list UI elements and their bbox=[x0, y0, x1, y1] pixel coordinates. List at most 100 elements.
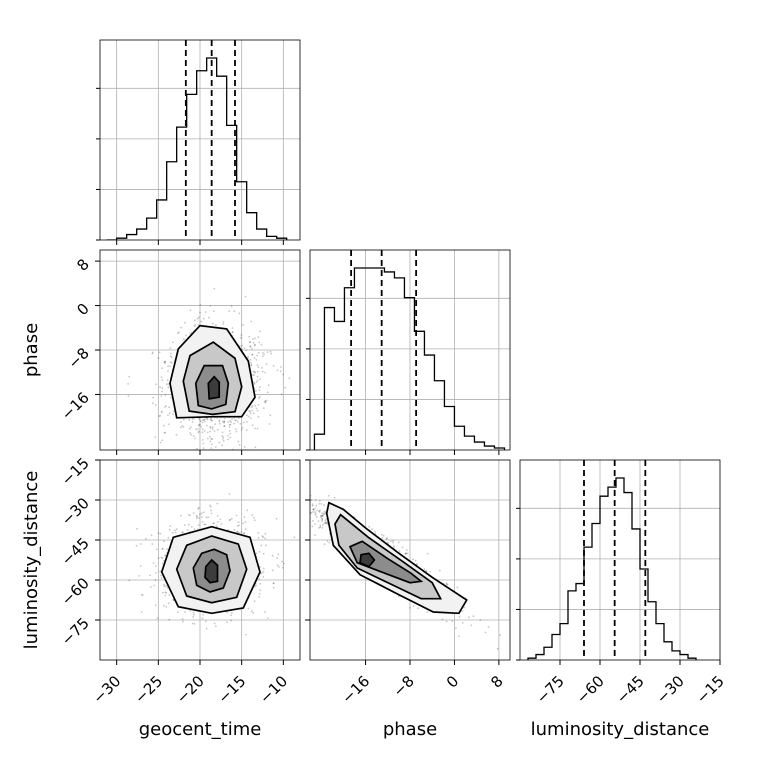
sample-point bbox=[222, 438, 224, 440]
sample-point bbox=[198, 517, 200, 519]
sample-point bbox=[169, 361, 172, 363]
sample-point bbox=[159, 532, 162, 535]
sample-point bbox=[197, 431, 200, 434]
sample-point bbox=[213, 287, 216, 290]
sample-point bbox=[164, 406, 167, 408]
sample-point bbox=[237, 440, 240, 443]
sample-point bbox=[210, 512, 213, 515]
sample-point bbox=[250, 361, 252, 364]
y-axis-label-phase: phase bbox=[21, 323, 42, 377]
x-tick-label-luminosity_distance: −30 bbox=[653, 672, 688, 707]
sample-point bbox=[255, 390, 257, 392]
sample-point bbox=[201, 521, 204, 523]
sample-point bbox=[221, 444, 224, 447]
sample-point bbox=[405, 549, 408, 551]
sample-point bbox=[160, 556, 163, 559]
sample-point bbox=[259, 589, 262, 592]
x-tick-label-phase: −16 bbox=[338, 672, 373, 707]
y-tick-label-luminosity_distance: −60 bbox=[58, 574, 93, 609]
sample-point bbox=[199, 311, 201, 314]
sample-point bbox=[127, 383, 129, 385]
sample-point bbox=[238, 443, 241, 446]
sample-point bbox=[154, 604, 157, 607]
sample-point bbox=[227, 438, 230, 441]
sample-point bbox=[167, 602, 170, 605]
sample-point bbox=[251, 514, 254, 516]
sample-point bbox=[280, 393, 283, 396]
sample-point bbox=[254, 337, 256, 340]
x-tick-label-phase: −8 bbox=[389, 672, 417, 700]
sample-point bbox=[186, 529, 189, 531]
sample-point bbox=[136, 527, 139, 530]
sample-point bbox=[202, 317, 205, 320]
sample-point bbox=[257, 404, 260, 406]
sample-point bbox=[222, 436, 225, 438]
sample-point bbox=[182, 531, 184, 534]
sample-point bbox=[255, 407, 258, 410]
sample-point bbox=[228, 430, 231, 432]
sample-point bbox=[312, 520, 314, 522]
sample-point bbox=[152, 562, 155, 564]
sample-point bbox=[164, 591, 167, 594]
sample-point bbox=[253, 382, 256, 385]
sample-point bbox=[185, 334, 188, 337]
sample-point bbox=[263, 353, 265, 356]
sample-point bbox=[236, 530, 239, 533]
sample-point bbox=[259, 386, 261, 388]
sample-point bbox=[322, 512, 325, 515]
sample-point bbox=[210, 447, 213, 449]
sample-point bbox=[210, 419, 213, 422]
sample-point bbox=[323, 504, 325, 506]
sample-point bbox=[190, 433, 193, 436]
sample-point bbox=[190, 525, 193, 528]
sample-point bbox=[161, 557, 164, 560]
sample-point bbox=[247, 355, 250, 358]
sample-point bbox=[163, 431, 166, 434]
sample-point bbox=[196, 317, 199, 320]
sample-point bbox=[282, 562, 285, 565]
sample-point bbox=[258, 551, 261, 553]
sample-point bbox=[189, 610, 192, 612]
histogram-step-luminosity_distance bbox=[527, 477, 697, 660]
sample-point bbox=[196, 447, 198, 450]
histogram-panel-phase bbox=[306, 249, 511, 455]
sample-point bbox=[319, 524, 322, 527]
sample-point bbox=[161, 387, 164, 390]
sample-point bbox=[154, 565, 157, 567]
sample-point bbox=[321, 517, 324, 520]
sample-point bbox=[238, 524, 240, 527]
sample-point bbox=[161, 548, 164, 550]
contour-level-3 bbox=[359, 552, 376, 568]
sample-point bbox=[150, 534, 153, 537]
sample-point bbox=[458, 616, 461, 618]
sample-point bbox=[164, 594, 167, 597]
sample-point bbox=[470, 624, 473, 627]
sample-point bbox=[321, 523, 324, 526]
sample-point bbox=[441, 618, 444, 621]
sample-point bbox=[193, 623, 196, 625]
sample-point bbox=[237, 531, 240, 534]
sample-point bbox=[160, 410, 163, 413]
sample-point bbox=[202, 447, 205, 449]
sample-point bbox=[201, 419, 204, 421]
sample-point bbox=[382, 534, 385, 537]
sample-point bbox=[235, 419, 238, 422]
sample-point bbox=[204, 620, 207, 623]
sample-point bbox=[250, 406, 253, 409]
sample-point bbox=[164, 360, 167, 363]
sample-point bbox=[152, 351, 154, 354]
sample-point bbox=[178, 331, 180, 334]
gridlines bbox=[100, 460, 300, 660]
sample-point bbox=[257, 336, 260, 338]
sample-point bbox=[262, 536, 264, 539]
sample-point bbox=[231, 418, 233, 421]
gridlines bbox=[520, 460, 720, 660]
sample-point bbox=[312, 509, 315, 511]
sample-point bbox=[164, 554, 167, 557]
sample-point bbox=[209, 418, 212, 421]
sample-point bbox=[189, 432, 192, 434]
sample-point bbox=[270, 352, 273, 355]
sample-point bbox=[194, 437, 197, 440]
sample-point bbox=[251, 348, 253, 350]
sample-point bbox=[140, 593, 143, 596]
